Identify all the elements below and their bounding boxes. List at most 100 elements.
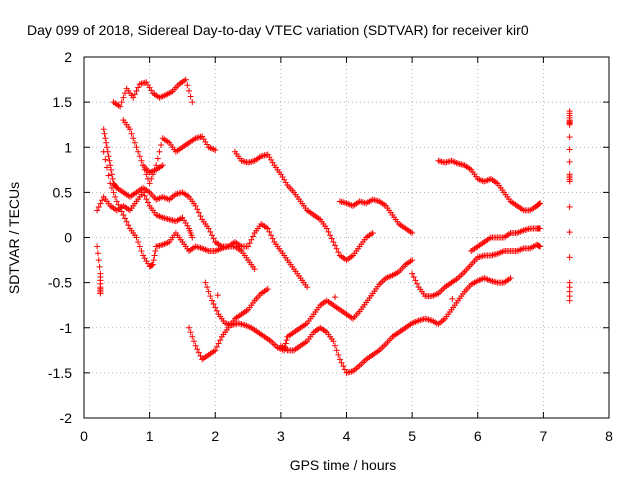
series-arc-k <box>336 196 416 236</box>
data-point-marker <box>128 130 135 137</box>
x-tick-label: 3 <box>277 428 285 444</box>
series-arc-j <box>277 275 514 376</box>
series-arc-n <box>468 225 544 255</box>
data-point-marker <box>149 261 156 268</box>
data-point-marker <box>333 245 340 252</box>
data-point-marker <box>409 257 416 264</box>
data-point-marker <box>112 193 119 200</box>
data-point-marker <box>197 213 204 220</box>
y-axis-label: SDTVAR / TECUs <box>6 182 22 294</box>
data-point-marker <box>152 248 159 255</box>
data-point-marker <box>332 242 339 249</box>
data-point-marker <box>133 144 140 151</box>
data-point-marker <box>126 126 133 133</box>
data-point-marker <box>208 297 215 304</box>
data-point-marker <box>194 346 201 353</box>
data-point-marker <box>202 279 209 286</box>
data-point-marker <box>335 351 342 358</box>
data-point-marker <box>122 215 129 222</box>
data-point-marker <box>156 148 163 155</box>
data-point-marker <box>186 324 192 331</box>
data-point-marker <box>332 294 339 301</box>
data-point-marker <box>190 338 197 345</box>
data-point-marker <box>304 284 311 291</box>
data-point-marker <box>283 337 290 344</box>
y-tick-label: 1 <box>64 139 72 155</box>
data-point-marker <box>138 157 145 164</box>
x-tick-label: 4 <box>343 428 351 444</box>
axis-ticks: 0 1 2 3 4 5 6 7 8 -2 -1.5 -1 -0.5 0 0.5 1 1.5 2 <box>48 49 613 444</box>
x-tick-label: 2 <box>211 428 219 444</box>
data-point-marker <box>266 228 273 235</box>
data-point-marker <box>566 158 573 165</box>
data-point-marker <box>143 171 150 178</box>
data-point-marker <box>131 139 138 146</box>
data-point-marker <box>186 87 192 94</box>
data-point-marker <box>102 156 109 163</box>
data-point-marker <box>282 340 289 347</box>
data-point-marker <box>101 130 108 137</box>
data-point-marker <box>136 243 143 250</box>
y-tick-label: 0.5 <box>53 184 73 200</box>
data-point-marker <box>96 263 103 270</box>
data-point-marker <box>133 234 140 241</box>
data-point-marker <box>103 164 110 171</box>
data-point-marker <box>195 209 202 216</box>
data-point-marker <box>108 166 115 173</box>
series-arc-a <box>110 76 196 110</box>
data-point-marker <box>251 266 258 273</box>
data-point-marker <box>187 329 194 336</box>
data-point-marker <box>113 198 120 205</box>
data-point-marker <box>95 204 102 211</box>
data-point-marker <box>187 93 194 100</box>
data-point-marker <box>150 257 157 264</box>
series-arc-d <box>94 189 196 241</box>
data-point-marker <box>245 243 252 250</box>
data-point-marker <box>537 200 544 207</box>
data-point-marker <box>120 211 127 218</box>
data-point-marker <box>248 236 255 243</box>
data-point-marker <box>338 359 345 366</box>
data-point-marker <box>141 192 148 199</box>
data-point-marker <box>208 232 215 239</box>
data-point-marker <box>97 270 104 277</box>
x-tick-label: 7 <box>539 428 547 444</box>
data-point-marker <box>184 82 191 89</box>
data-point-marker <box>136 153 143 160</box>
series-arc-f <box>120 117 166 176</box>
data-point-marker <box>120 94 127 101</box>
data-point-marker <box>212 146 219 153</box>
data-point-marker <box>269 235 276 242</box>
data-point-marker <box>159 162 166 169</box>
data-marks <box>94 76 573 376</box>
data-point-marker <box>537 243 544 250</box>
data-point-marker <box>117 103 124 110</box>
x-tick-label: 6 <box>474 428 482 444</box>
data-point-marker <box>214 292 221 299</box>
data-point-marker <box>341 366 348 373</box>
data-point-marker <box>102 135 109 142</box>
data-point-marker <box>189 234 196 241</box>
data-point-marker <box>103 144 110 151</box>
data-point-marker <box>204 284 211 291</box>
data-point-marker <box>323 225 330 232</box>
data-point-marker <box>328 235 335 242</box>
y-tick-label: -2 <box>60 410 73 426</box>
data-point-marker <box>213 343 220 350</box>
series-arc-m <box>435 157 544 214</box>
data-point-marker <box>130 135 137 142</box>
data-point-marker <box>97 200 104 207</box>
data-point-marker <box>566 146 573 153</box>
data-point-marker <box>105 153 112 160</box>
data-point-marker <box>325 228 332 235</box>
data-point-marker <box>144 199 151 206</box>
y-tick-label: 0 <box>64 230 72 246</box>
data-point-marker <box>566 297 573 304</box>
data-point-marker <box>135 84 142 91</box>
data-point-marker <box>109 175 116 182</box>
data-point-marker <box>369 229 376 236</box>
data-point-marker <box>94 250 101 257</box>
data-point-marker <box>566 121 573 128</box>
data-point-marker <box>207 228 214 235</box>
